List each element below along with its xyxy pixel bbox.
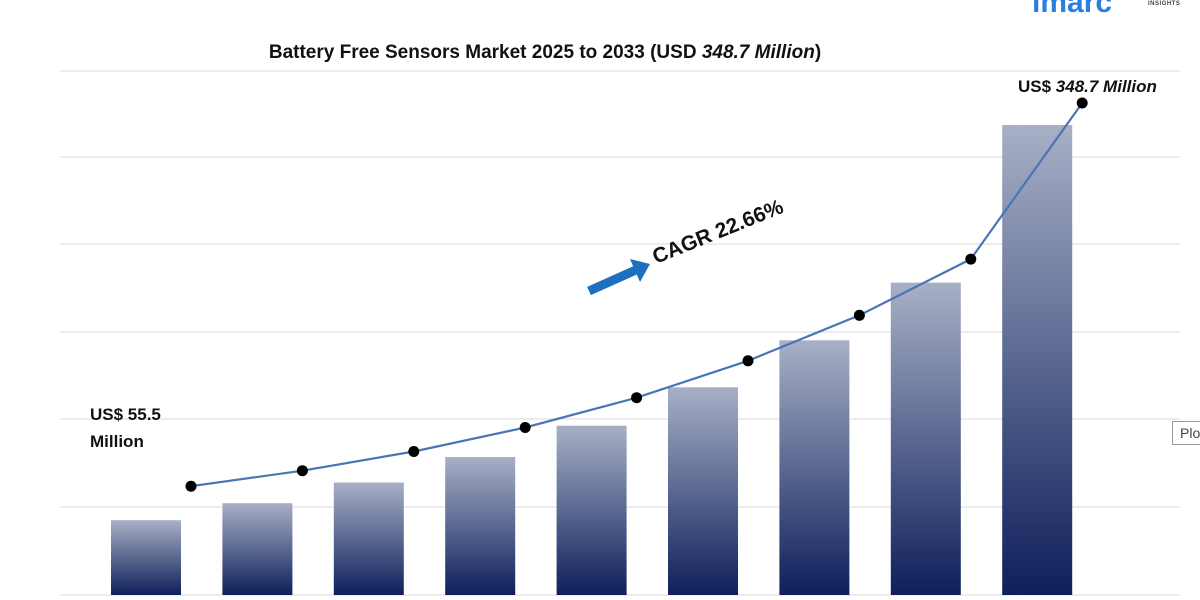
bar-2028 bbox=[445, 457, 516, 595]
start-value-label-line2: Million bbox=[90, 432, 144, 451]
trend-point-2029 bbox=[631, 392, 643, 404]
trend-point-2028 bbox=[519, 422, 531, 433]
trend-point-2033 bbox=[1076, 97, 1088, 109]
bar-2030 bbox=[668, 387, 738, 595]
trend-point-2026 bbox=[296, 465, 308, 477]
trend-point-2031 bbox=[853, 309, 865, 321]
trend-markers bbox=[185, 97, 1088, 492]
chart-title: Battery Free Sensors Market 2025 to 2033… bbox=[269, 42, 821, 63]
plot-tab[interactable]: Plo bbox=[1172, 421, 1200, 445]
bar-2033 bbox=[1002, 125, 1073, 595]
logo-sub-text: INSIGHTS bbox=[1148, 1, 1180, 7]
end-value-label: US$ 348.7 Million bbox=[1018, 77, 1157, 96]
trend-point-2032 bbox=[965, 253, 977, 265]
start-value-label-line1: US$ 55.5 bbox=[90, 405, 161, 424]
bar-2032 bbox=[890, 282, 961, 595]
bar-2026 bbox=[222, 503, 293, 595]
bars bbox=[111, 125, 1073, 595]
cagr-arrow-icon bbox=[587, 259, 650, 296]
bar-2031 bbox=[779, 340, 850, 595]
imarc-logo: imarc INSIGHTS bbox=[1032, 0, 1180, 19]
trend-point-2030 bbox=[742, 355, 754, 367]
bar-2029 bbox=[556, 425, 627, 595]
trend-point-2027 bbox=[408, 446, 420, 457]
cagr-label: CAGR 22.66% bbox=[649, 195, 787, 268]
trend-point-2025 bbox=[185, 480, 197, 492]
bar-2027 bbox=[333, 482, 404, 595]
bar-2025 bbox=[111, 520, 181, 595]
logo-text: imarc bbox=[1032, 0, 1112, 19]
